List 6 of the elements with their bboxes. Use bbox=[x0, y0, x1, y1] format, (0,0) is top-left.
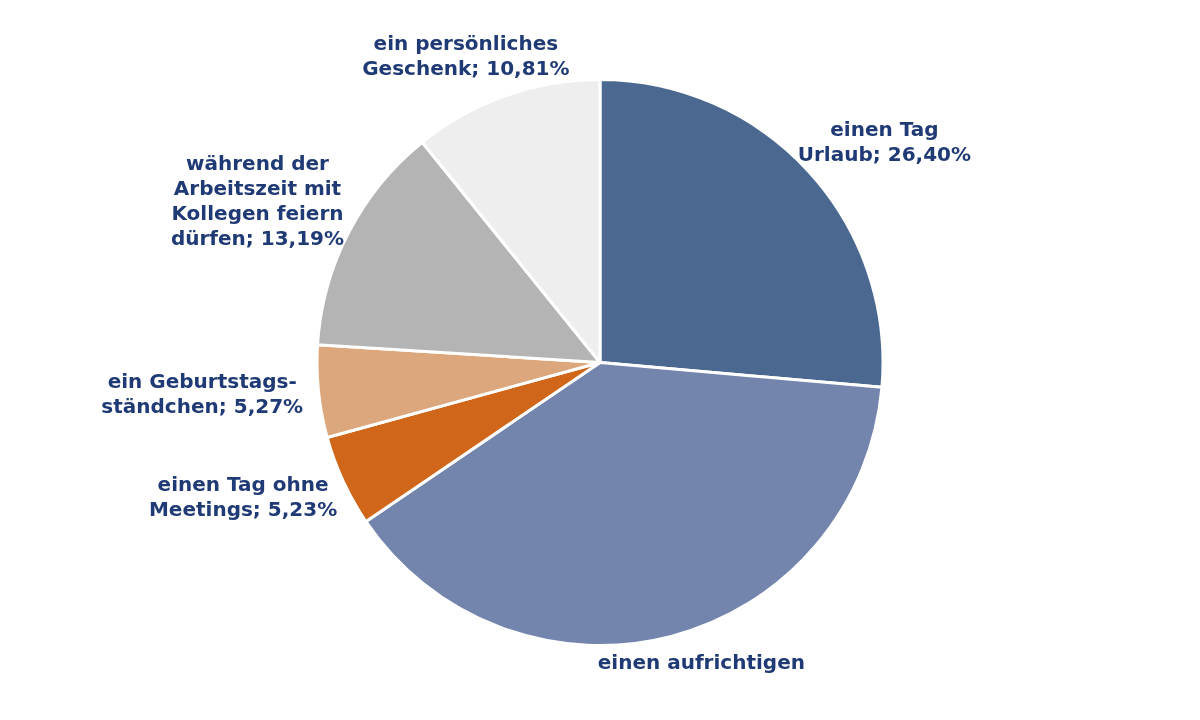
slice-label: während der Arbeitszeit mit Kollegen feiern dürfen; 13,19% bbox=[170, 150, 345, 250]
slice-label: einen Tag ohne Meetings; 5,23% bbox=[148, 472, 338, 522]
slice-label: einen aufrichtigen bbox=[597, 650, 805, 675]
slice-label: einen Tag Urlaub; 26,40% bbox=[797, 117, 972, 167]
slice-label: ein Geburtstags-ständchen; 5,27% bbox=[101, 369, 304, 419]
slice-label: ein persönliches Geschenk; 10,81% bbox=[362, 30, 570, 80]
